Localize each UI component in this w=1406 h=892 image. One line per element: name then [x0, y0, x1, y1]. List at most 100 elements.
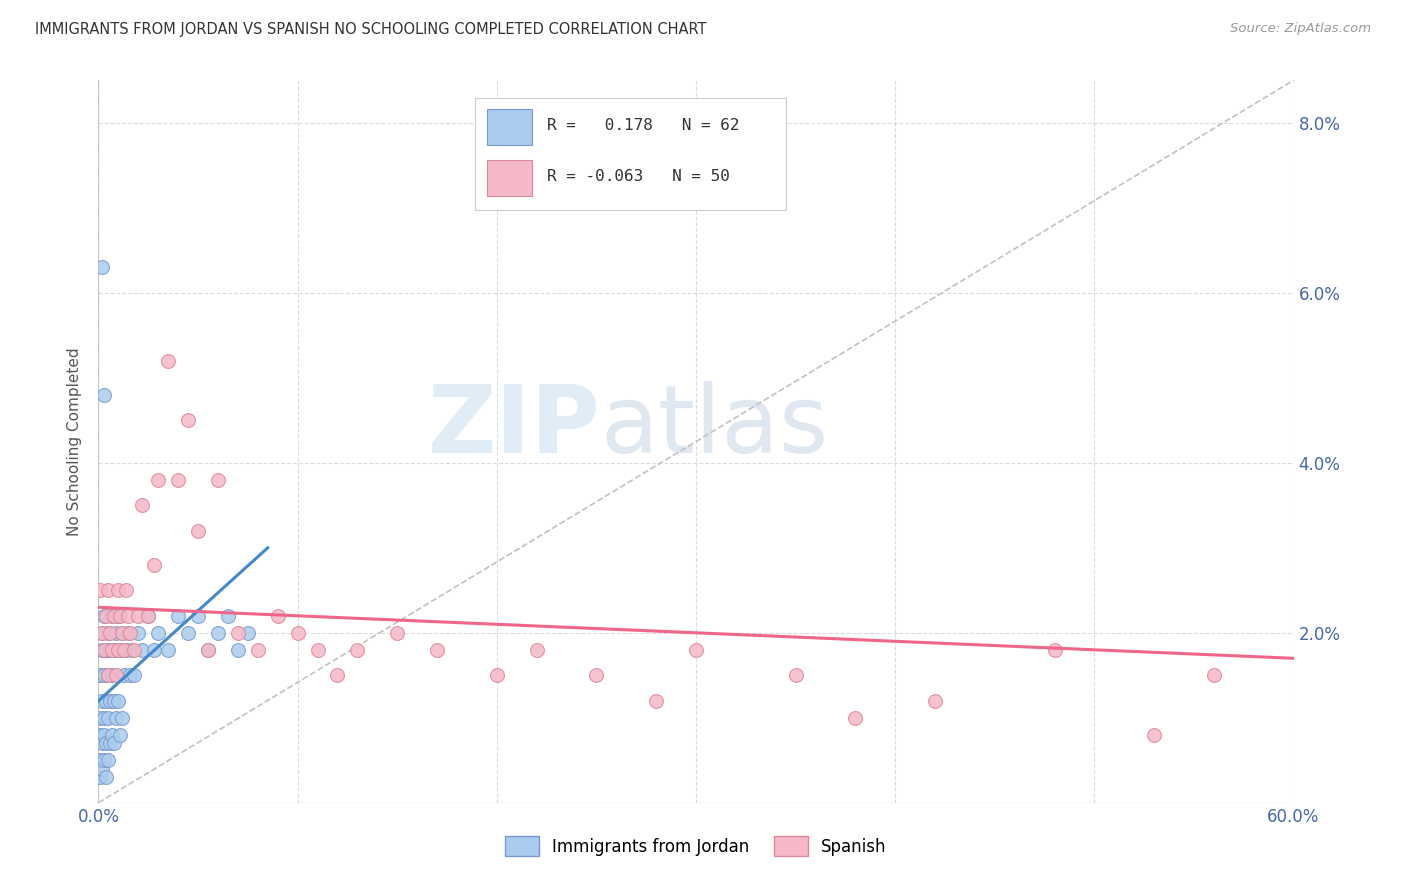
Text: IMMIGRANTS FROM JORDAN VS SPANISH NO SCHOOLING COMPLETED CORRELATION CHART: IMMIGRANTS FROM JORDAN VS SPANISH NO SCH…	[35, 22, 707, 37]
Point	[89, 728, 111, 742]
Point	[115, 642, 138, 657]
Point	[685, 642, 707, 657]
Point	[98, 642, 122, 657]
Point	[101, 668, 124, 682]
Point	[124, 642, 146, 657]
Point	[426, 642, 449, 657]
Point	[103, 736, 125, 750]
Point	[246, 642, 269, 657]
Point	[124, 668, 146, 682]
Point	[93, 642, 115, 657]
Point	[101, 642, 124, 657]
Point	[924, 694, 946, 708]
Point	[91, 260, 114, 275]
Point	[167, 473, 190, 487]
Point	[167, 608, 190, 623]
Text: ZIP: ZIP	[427, 381, 600, 473]
Point	[197, 642, 219, 657]
Point	[187, 608, 209, 623]
Bar	[486, 109, 533, 145]
Point	[98, 736, 122, 750]
Point	[97, 711, 120, 725]
Point	[120, 668, 142, 682]
Point	[91, 625, 114, 640]
Point	[93, 668, 115, 682]
Bar	[486, 160, 533, 196]
Point	[91, 642, 114, 657]
Point	[96, 736, 118, 750]
Point	[96, 770, 118, 784]
Point	[97, 668, 120, 682]
Point	[236, 625, 259, 640]
Point	[110, 608, 132, 623]
Point	[93, 388, 115, 402]
Point	[143, 558, 166, 572]
Bar	[475, 98, 786, 211]
Point	[111, 625, 134, 640]
Point	[287, 625, 309, 640]
Legend: Immigrants from Jordan, Spanish: Immigrants from Jordan, Spanish	[499, 830, 893, 863]
Point	[197, 642, 219, 657]
Point	[1043, 642, 1066, 657]
Point	[107, 642, 129, 657]
Point	[105, 711, 128, 725]
Point	[91, 625, 114, 640]
Point	[96, 642, 118, 657]
Y-axis label: No Schooling Completed: No Schooling Completed	[67, 347, 83, 536]
Point	[136, 608, 159, 623]
Point	[115, 583, 138, 598]
Point	[111, 625, 134, 640]
Point	[226, 625, 249, 640]
Point	[207, 625, 229, 640]
Point	[96, 608, 118, 623]
Point	[103, 608, 125, 623]
Point	[485, 668, 508, 682]
Point	[97, 753, 120, 767]
Point	[645, 694, 668, 708]
Point	[112, 668, 135, 682]
Point	[101, 728, 124, 742]
Point	[98, 625, 122, 640]
Text: R = -0.063   N = 50: R = -0.063 N = 50	[547, 169, 730, 184]
Point	[101, 608, 124, 623]
Point	[96, 694, 118, 708]
Point	[187, 524, 209, 538]
Point	[117, 608, 139, 623]
Point	[97, 668, 120, 682]
Point	[89, 711, 111, 725]
Text: R =   0.178   N = 62: R = 0.178 N = 62	[547, 119, 740, 133]
Point	[91, 694, 114, 708]
Point	[98, 694, 122, 708]
Point	[157, 353, 180, 368]
Point	[91, 736, 114, 750]
Point	[127, 625, 149, 640]
Point	[107, 583, 129, 598]
Point	[131, 642, 153, 657]
Point	[107, 608, 129, 623]
Point	[93, 711, 115, 725]
Point	[103, 642, 125, 657]
Point	[177, 625, 200, 640]
Text: Source: ZipAtlas.com: Source: ZipAtlas.com	[1230, 22, 1371, 36]
Point	[307, 642, 329, 657]
Point	[226, 642, 249, 657]
Point	[110, 642, 132, 657]
Point	[110, 728, 132, 742]
Point	[120, 625, 142, 640]
Point	[105, 625, 128, 640]
Point	[89, 753, 111, 767]
Point	[526, 642, 548, 657]
Point	[844, 711, 866, 725]
Point	[148, 473, 170, 487]
Point	[207, 473, 229, 487]
Point	[136, 608, 159, 623]
Point	[346, 642, 368, 657]
Point	[148, 625, 170, 640]
Point	[103, 694, 125, 708]
Point	[89, 770, 111, 784]
Point	[89, 668, 111, 682]
Point	[111, 711, 134, 725]
Point	[117, 625, 139, 640]
Point	[143, 642, 166, 657]
Point	[93, 753, 115, 767]
